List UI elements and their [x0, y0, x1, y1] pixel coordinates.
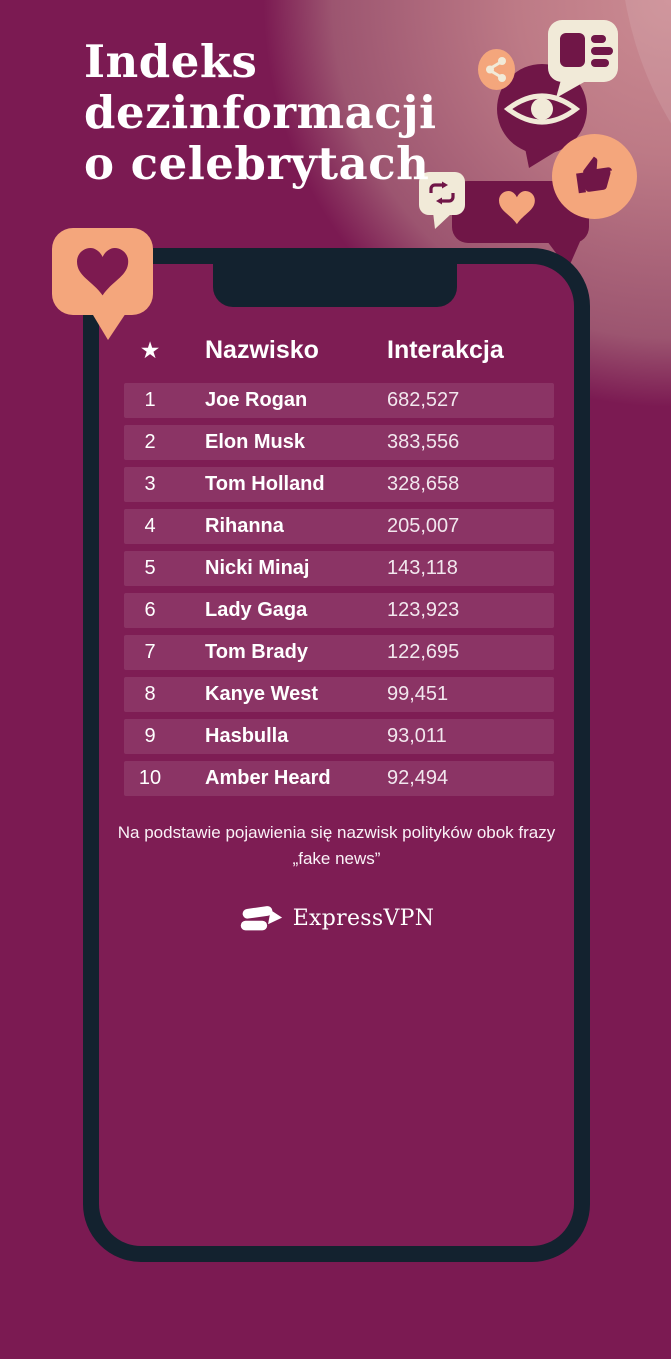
- row-name: Joe Rogan: [205, 389, 308, 411]
- heart-like-bubble-icon: [52, 228, 153, 340]
- table-row: 10 Amber Heard 92,494: [124, 761, 554, 796]
- heart-message-icon: [452, 181, 589, 269]
- row-name: Kanye West: [205, 683, 319, 705]
- row-interactions: 99,451: [387, 683, 449, 705]
- table-row: 6 Lady Gaga 123,923: [124, 593, 554, 628]
- row-interactions: 383,556: [387, 431, 460, 453]
- row-name: Hasbulla: [205, 725, 289, 747]
- row-rank: 8: [144, 683, 156, 705]
- brand-name: ExpressVPN: [292, 906, 435, 931]
- table-header: ★ Nazwisko Interakcja: [124, 336, 554, 365]
- row-name: Tom Brady: [205, 641, 308, 663]
- brand-logo: ExpressVPN: [99, 902, 574, 935]
- row-name: Tom Holland: [205, 473, 325, 495]
- row-interactions: 205,007: [387, 515, 460, 537]
- table-row: 7 Tom Brady 122,695: [124, 635, 554, 670]
- table-row: 1 Joe Rogan 682,527: [124, 383, 554, 418]
- column-header-name: Nazwisko: [205, 336, 319, 364]
- row-name: Elon Musk: [205, 431, 306, 453]
- row-rank: 5: [144, 557, 156, 579]
- table-row: 4 Rihanna 205,007: [124, 509, 554, 544]
- row-interactions: 123,923: [387, 599, 460, 621]
- row-interactions: 682,527: [387, 389, 460, 411]
- row-rank: 9: [144, 725, 156, 747]
- row-rank: 4: [144, 515, 156, 537]
- row-rank: 10: [138, 767, 162, 789]
- table-row: 8 Kanye West 99,451: [124, 677, 554, 712]
- column-header-interactions: Interakcja: [387, 336, 504, 364]
- row-interactions: 328,658: [387, 473, 460, 495]
- ranking-table: 1 Joe Rogan 682,527 2 Elon Musk 383,556 …: [124, 383, 554, 803]
- row-name: Nicki Minaj: [205, 557, 310, 579]
- star-icon: ★: [139, 337, 161, 363]
- row-interactions: 122,695: [387, 641, 460, 663]
- share-icon: [478, 49, 515, 90]
- news-bubble-icon: [548, 20, 618, 98]
- table-row: 9 Hasbulla 93,011: [124, 719, 554, 754]
- row-rank: 2: [144, 431, 156, 453]
- row-interactions: 93,011: [387, 725, 447, 747]
- table-row: 5 Nicki Minaj 143,118: [124, 551, 554, 586]
- phone-notch: [213, 264, 457, 307]
- table-row: 3 Tom Holland 328,658: [124, 467, 554, 502]
- footnote-wrap: Na podstawie pojawienia się nazwisk poli…: [99, 820, 574, 873]
- thumbs-up-icon: [552, 134, 637, 219]
- row-rank: 1: [144, 389, 156, 411]
- table-row: 2 Elon Musk 383,556: [124, 425, 554, 460]
- row-rank: 3: [144, 473, 156, 495]
- row-name: Lady Gaga: [205, 599, 308, 621]
- expressvpn-logo-icon: [240, 906, 282, 931]
- row-name: Amber Heard: [205, 767, 331, 789]
- row-interactions: 143,118: [387, 557, 458, 579]
- row-rank: 7: [144, 641, 156, 663]
- phone-screen: ★ Nazwisko Interakcja 1 Joe Rogan 682,52…: [99, 264, 574, 1246]
- page-title: Indeks dezinformacji o celebrytach: [84, 35, 437, 190]
- footnote: Na podstawie pojawienia się nazwisk poli…: [117, 823, 556, 869]
- phone-mockup: ★ Nazwisko Interakcja 1 Joe Rogan 682,52…: [83, 248, 590, 1262]
- row-rank: 6: [144, 599, 156, 621]
- row-name: Rihanna: [205, 515, 284, 537]
- row-interactions: 92,494: [387, 767, 449, 789]
- repost-bubble-icon: [419, 172, 465, 229]
